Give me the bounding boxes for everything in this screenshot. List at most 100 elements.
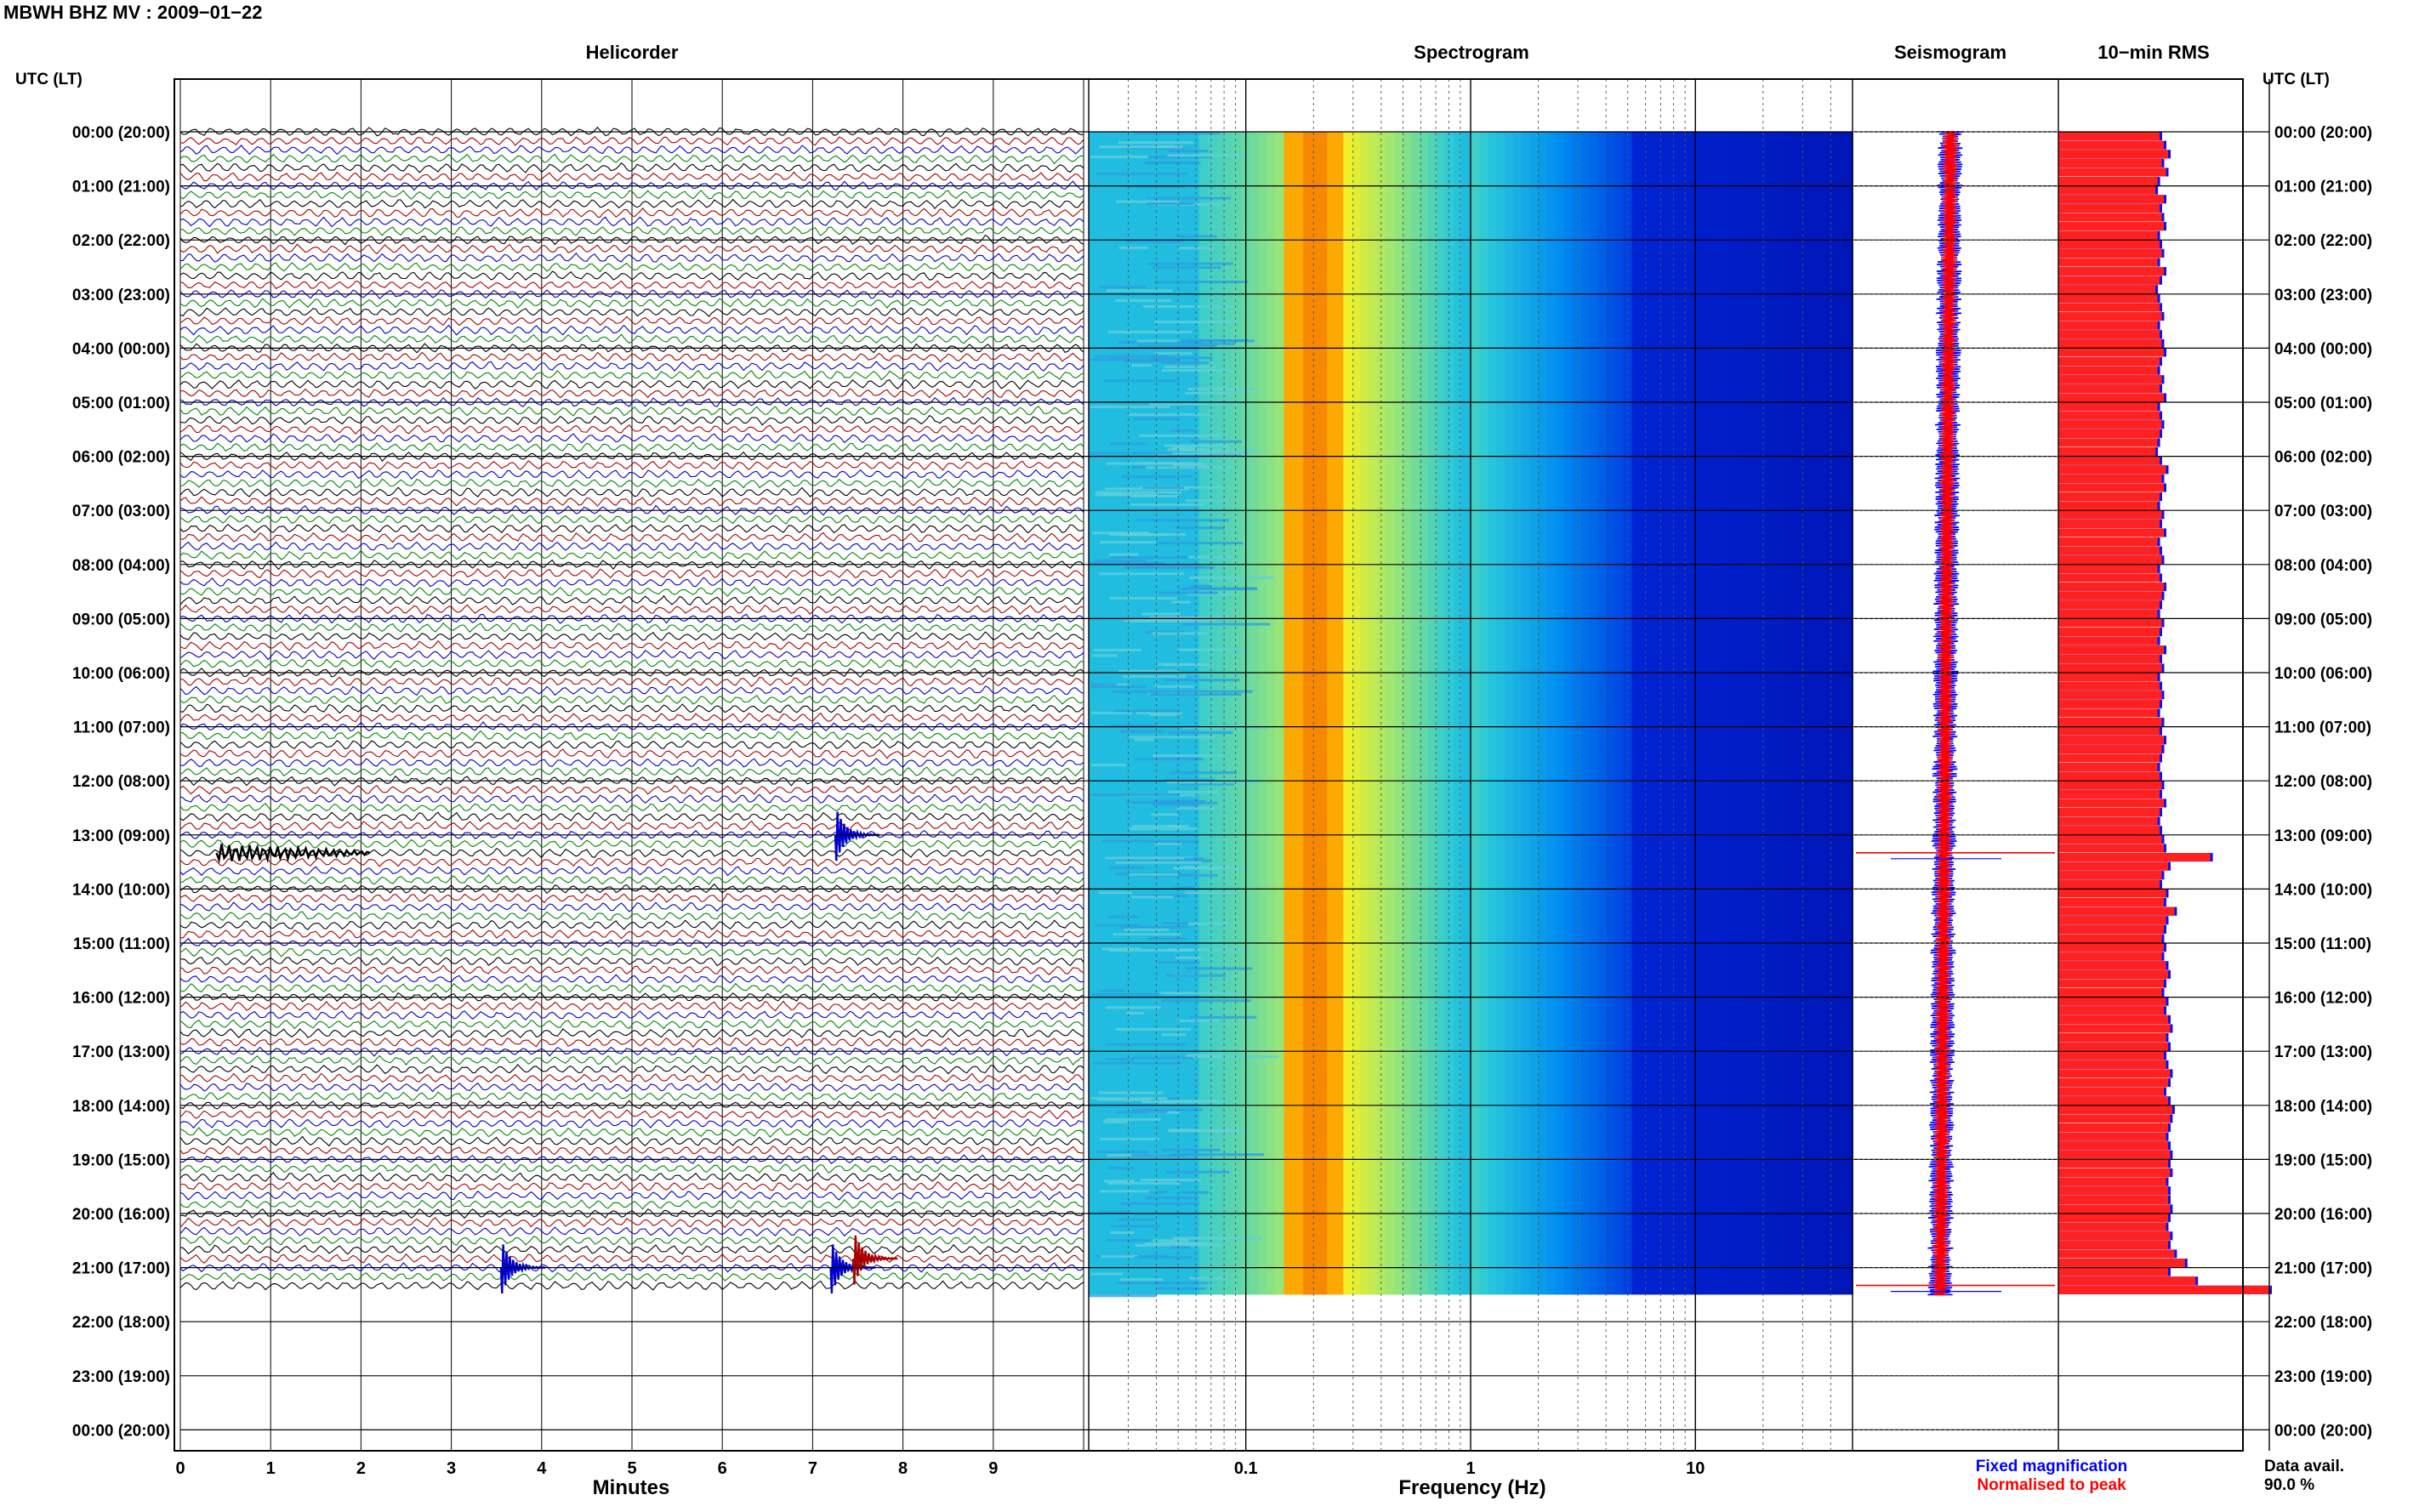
spectrogram-cell	[1162, 1033, 1187, 1037]
rms-bar	[2058, 591, 2162, 600]
spectrogram-cell	[1126, 1011, 1145, 1015]
rms-bar	[2058, 411, 2160, 420]
legend-normalised-to-peak: Normalised to peak	[1977, 1476, 2126, 1494]
hour-tick-label: 08:00 (04:00)	[72, 557, 170, 575]
spectrogram-cell	[1137, 462, 1202, 465]
spectrogram-cell	[1149, 402, 1239, 406]
spectrogram-cell	[1090, 764, 1126, 767]
frequency-tick-label: 10	[1686, 1459, 1705, 1478]
spectrogram-cell	[1283, 132, 1294, 1295]
rms-bar	[2058, 699, 2160, 708]
hour-tick-label-right: 07:00 (03:00)	[2274, 503, 2372, 520]
helicorder-trace	[179, 919, 1084, 931]
rms-bar	[2058, 132, 2160, 141]
rms-bar	[2058, 312, 2162, 321]
spectrogram-cell	[1776, 132, 1785, 1295]
spectrogram-cell	[1403, 132, 1412, 1295]
spectrogram-cell	[1136, 519, 1229, 522]
spectrogram-cell	[1631, 132, 1642, 1295]
spectrogram-cell	[1185, 499, 1227, 503]
spectrogram-cell	[1133, 418, 1178, 420]
rms-bar	[2058, 708, 2158, 718]
hour-tick-label: 14:00 (10:00)	[72, 881, 170, 899]
spectrogram-cell	[1759, 132, 1768, 1295]
spectrogram-cell	[1115, 1111, 1168, 1114]
helicorder-trace	[179, 1046, 1084, 1057]
spectrogram-cell	[1657, 132, 1667, 1295]
spectrogram-cell	[1149, 840, 1199, 844]
rms-bar	[2058, 609, 2158, 618]
spectrogram-cell	[1108, 866, 1145, 869]
hour-tick-label-right: 01:00 (21:00)	[2274, 179, 2372, 196]
helicorder-trace	[179, 171, 1084, 182]
spectrogram-cell	[1163, 922, 1189, 925]
rms-bar	[2058, 230, 2158, 240]
spectrogram-cell	[1173, 463, 1207, 467]
seismogram-normalised-trace	[1932, 131, 1958, 1296]
spectrogram-cell	[1166, 781, 1261, 784]
rms-bar	[2058, 771, 2160, 781]
rms-bar	[2058, 285, 2156, 294]
spectrogram-cell	[1454, 132, 1463, 1295]
spectrogram-cell	[1168, 150, 1209, 153]
spectrogram-cell	[1189, 1015, 1257, 1019]
spectrogram-cell	[1495, 132, 1505, 1295]
helicorder-trace	[179, 929, 1084, 940]
spectrogram-cell	[1140, 1179, 1201, 1181]
spectrogram-cell	[1131, 1108, 1203, 1111]
helicorder-trace	[179, 424, 1084, 435]
hour-tick-label-right: 03:00 (23:00)	[2274, 287, 2372, 304]
helicorder-trace	[179, 280, 1084, 290]
rms-bar	[2058, 1249, 2175, 1259]
spectrogram-cell	[1111, 556, 1188, 559]
rms-bar	[2058, 1141, 2168, 1151]
spectrogram-cell	[1091, 654, 1118, 657]
helicorder-trace	[179, 1037, 1084, 1049]
spectrogram-cell	[1171, 690, 1253, 693]
helicorder-trace	[179, 964, 1084, 976]
spectrogram-cell	[1648, 132, 1659, 1295]
spectrogram-cell	[1394, 132, 1403, 1295]
rms-bar	[2058, 1114, 2171, 1123]
rms-bar	[2058, 546, 2160, 555]
utc-label-left: UTC (LT)	[15, 71, 83, 88]
hour-tick-label: 12:00 (08:00)	[72, 773, 170, 791]
spectrogram-cell	[1100, 989, 1124, 992]
rms-bar	[2058, 1231, 2171, 1241]
rms-bar	[2058, 1276, 2196, 1286]
spectrogram-cell	[1115, 298, 1171, 302]
spectrogram-cell	[1171, 600, 1191, 604]
helicorder-trace	[179, 1063, 1084, 1075]
spectrogram-cell	[1232, 132, 1243, 1295]
helicorder-trace	[179, 549, 1084, 560]
spectrogram-cell	[1173, 867, 1249, 870]
spectrogram-cell	[1094, 355, 1169, 358]
helicorder-trace	[179, 162, 1084, 173]
rms-bar	[2058, 1123, 2168, 1133]
hour-tick-label: 04:00 (00:00)	[72, 340, 170, 358]
rms-bar	[2058, 853, 2211, 862]
helicorder-trace	[179, 135, 1084, 146]
rms-bar	[2058, 763, 2158, 772]
spectrogram-cell	[1096, 493, 1158, 497]
helicorder-trace	[179, 685, 1084, 696]
spectrogram-cell	[1742, 132, 1752, 1295]
helicorder-trace	[179, 568, 1084, 580]
rms-bar	[2058, 934, 2162, 943]
spectrogram-cell	[1546, 132, 1557, 1295]
rms-bar	[2058, 501, 2158, 510]
spectrogram-panel	[1088, 79, 1853, 1451]
helicorder-trace	[179, 874, 1084, 886]
rms-bar	[2058, 177, 2158, 186]
helicorder-trace	[179, 1280, 1084, 1291]
hour-tick-label: 05:00 (01:00)	[72, 395, 170, 412]
helicorder-trace	[179, 658, 1084, 669]
spectrogram-cell	[1091, 992, 1164, 996]
spectrogram-cell	[1154, 842, 1181, 845]
hour-tick-label: 02:00 (22:00)	[72, 232, 170, 250]
rms-bar	[2058, 203, 2160, 213]
rms-bar	[2058, 1051, 2164, 1060]
rms-bar	[2058, 293, 2158, 303]
hour-tick-label-right: 23:00 (19:00)	[2274, 1368, 2372, 1386]
helicorder-trace	[179, 892, 1084, 904]
